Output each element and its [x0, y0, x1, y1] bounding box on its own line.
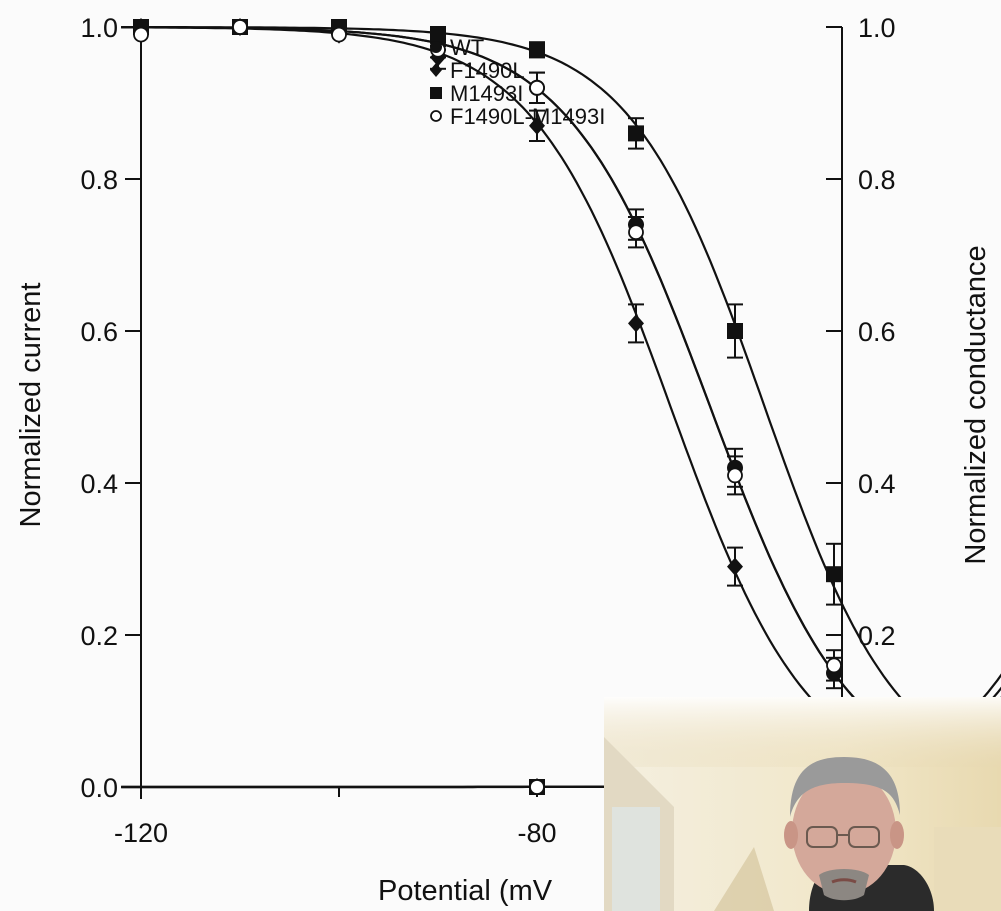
data-point	[727, 467, 743, 484]
legend-label: WT	[450, 35, 484, 60]
y-tick-label-left: 0.2	[80, 621, 118, 651]
y-tick-label-right: 1.0	[858, 13, 896, 43]
data-point	[430, 110, 442, 122]
inactivation-fit-curve	[121, 26, 1001, 782]
data-point	[826, 657, 842, 674]
fit-curves	[121, 26, 1001, 789]
data-point	[727, 557, 743, 576]
inactivation-fit-curve	[121, 26, 1001, 776]
y-tick-label-left: 0.8	[80, 165, 118, 195]
y-tick-label-right: 0.2	[858, 621, 896, 651]
y-axis-title-right: Normalized conductance	[960, 245, 992, 564]
inactivation-fit-curve	[121, 26, 1001, 776]
y-tick-label-right: 0.6	[858, 317, 896, 347]
y-tick-label-right: 0.8	[858, 165, 896, 195]
y-axis-title-left: Normalized current	[15, 283, 47, 528]
data-point	[628, 125, 644, 142]
y-tick-label-right: 0.4	[858, 469, 896, 499]
x-tick-label: -120	[114, 818, 168, 848]
legend-label: M1493I	[450, 81, 523, 106]
presenter-webcam-overlay	[604, 697, 1001, 911]
data-point	[628, 314, 644, 333]
data-point	[529, 41, 545, 58]
data-points	[133, 18, 842, 796]
data-point	[529, 779, 545, 795]
activation-fit-curve	[121, 673, 1001, 789]
y-tick-label-left: 1.0	[80, 13, 118, 43]
legend-label: F1490L	[450, 58, 525, 83]
data-point	[232, 19, 248, 35]
y-tick-label-left: 0.4	[80, 469, 118, 499]
presenter-video-icon	[604, 697, 1001, 911]
data-point	[133, 26, 149, 43]
x-axis-title: Potential (mV	[378, 875, 553, 907]
data-point	[430, 26, 446, 43]
data-point	[430, 63, 442, 77]
activation-fit-curve	[121, 696, 1001, 789]
data-point	[430, 87, 442, 99]
inactivation-fit-curve	[121, 26, 1001, 767]
activation-fit-curve	[121, 686, 1001, 789]
axes: 0.0 0.2 0.4 0.6 0.8 1.0 0.2 0.4 0.6 0.8 1.0 -120 -80…	[80, 13, 952, 848]
data-point	[331, 26, 347, 43]
data-point	[430, 41, 442, 53]
x-tick-label: -80	[517, 818, 556, 848]
data-point	[529, 116, 545, 135]
data-point	[727, 323, 743, 339]
y-tick-label-left: 0.0	[80, 773, 118, 803]
legend-label: F1490L-M1493I	[450, 104, 605, 129]
data-point	[628, 224, 644, 241]
y-tick-label-left: 0.6	[80, 317, 118, 347]
data-point	[826, 566, 842, 583]
data-point	[529, 79, 545, 96]
